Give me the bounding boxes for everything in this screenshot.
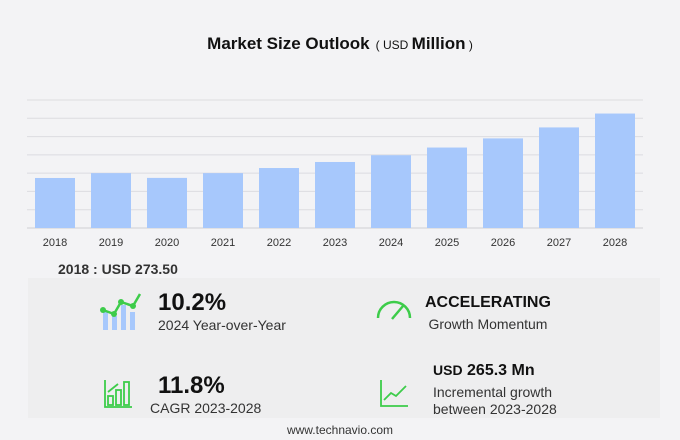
bar-2021 <box>203 173 243 228</box>
x-tick-label: 2027 <box>547 237 571 249</box>
bar-2028 <box>595 113 635 228</box>
bar-2024 <box>371 155 411 228</box>
incr-value: 265.3 Mn <box>467 362 535 379</box>
x-tick-label: 2026 <box>491 237 515 249</box>
incr-label-2: between 2023-2028 <box>433 401 557 417</box>
bar-2026 <box>483 138 523 228</box>
yoy-value: 10.2% <box>158 289 227 316</box>
x-tick-label: 2018 <box>43 237 67 249</box>
base-year-value: 2018 : USD 273.50 <box>58 261 178 277</box>
x-tick-label: 2023 <box>323 237 347 249</box>
chart-title: Market Size Outlook( USD Million ) <box>207 34 473 53</box>
bar-2027 <box>539 127 579 228</box>
cagr-value: 11.8% <box>158 372 225 399</box>
bar-2025 <box>427 147 467 228</box>
momentum-label: Growth Momentum <box>428 316 548 332</box>
bar-2020 <box>147 177 187 228</box>
bar-2023 <box>315 161 355 228</box>
x-tick-label: 2025 <box>435 237 459 249</box>
x-tick-label: 2022 <box>267 237 291 249</box>
cagr-label: CAGR 2023-2028 <box>150 400 262 416</box>
incr-prefix: USD <box>433 362 463 378</box>
x-tick-label: 2028 <box>603 237 627 249</box>
incr-label-1: Incremental growth <box>433 384 553 400</box>
momentum-value: ACCELERATING <box>425 294 551 311</box>
bar-chart: 2018 2019 2020 2021 2022 2023 2024 2025 2026 2027… <box>27 99 643 249</box>
bar-2019 <box>91 173 131 228</box>
bar-2022 <box>259 168 299 228</box>
x-tick-label: 2020 <box>155 237 179 249</box>
x-tick-label: 2019 <box>99 237 123 249</box>
x-tick-label: 2024 <box>379 237 403 249</box>
footer-url: www.technavio.com <box>286 423 394 437</box>
yoy-label: 2024 Year-over-Year <box>158 317 286 333</box>
x-tick-label: 2021 <box>211 237 235 249</box>
bar-2018 <box>35 177 75 228</box>
kpi-panel <box>28 278 660 418</box>
